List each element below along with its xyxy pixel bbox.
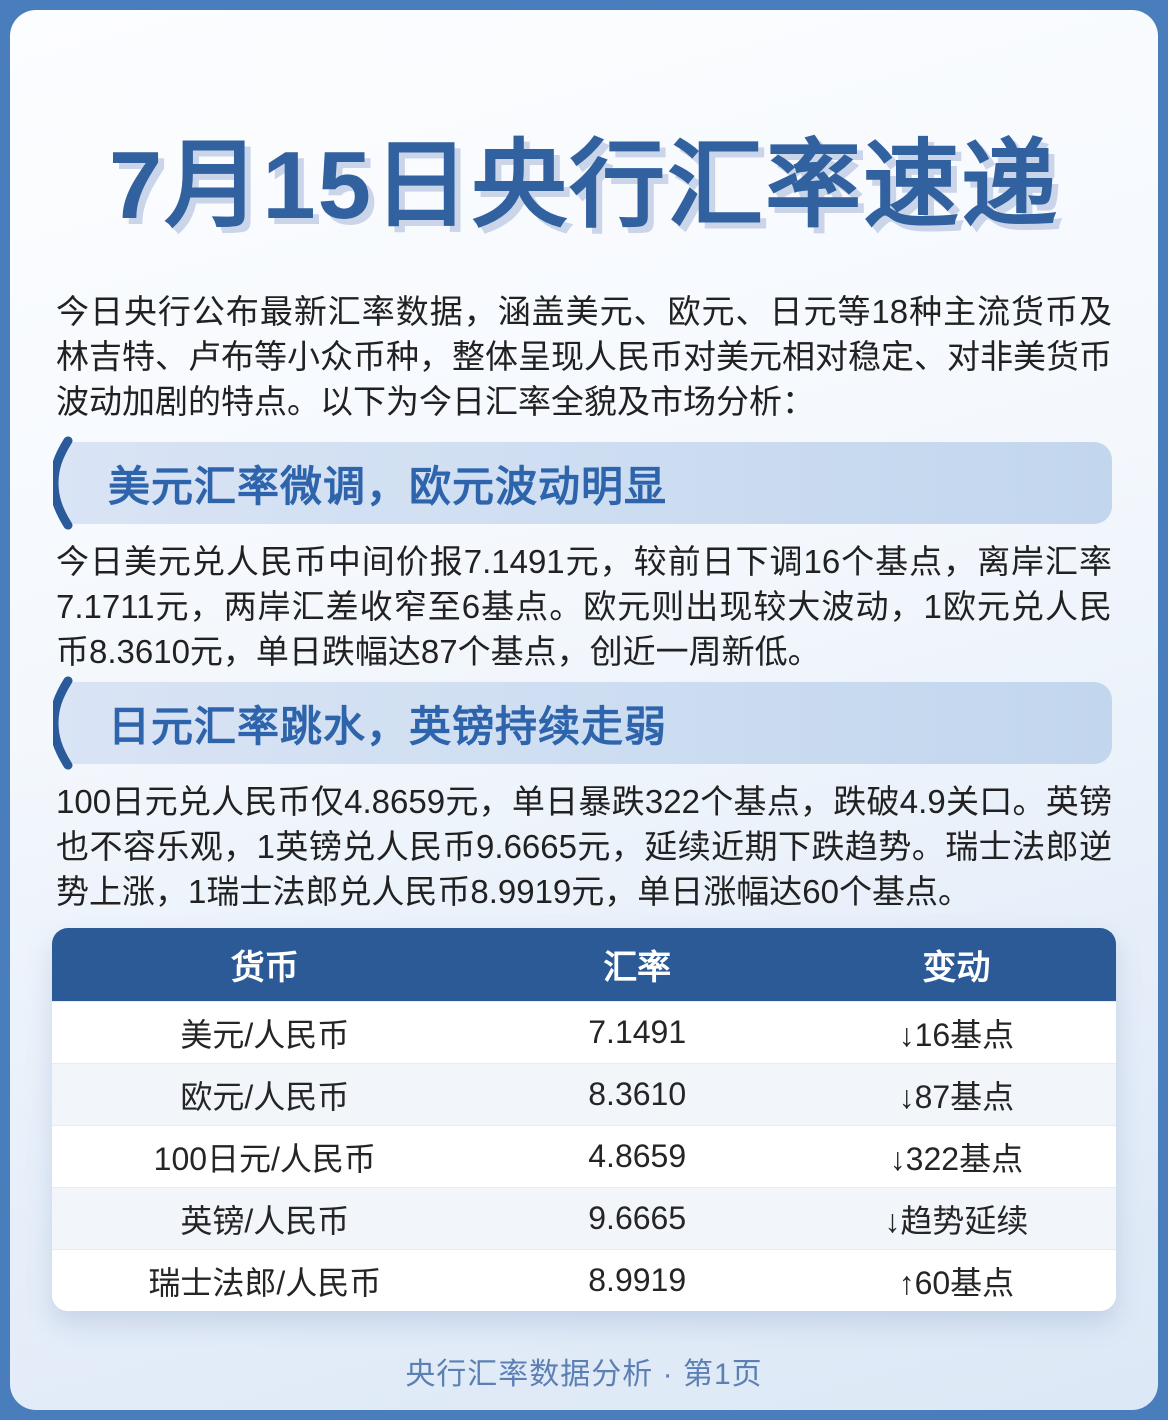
table-row: 美元/人民币 7.1491 ↓16基点: [52, 1001, 1116, 1064]
section-body-jpy-gbp: 100日元兑人民币仅4.8659元，单日暴跌322个基点，跌破4.9关口。英镑也…: [56, 783, 1112, 911]
currency-cell: 100日元/人民币: [153, 1140, 376, 1177]
section-body-usd-eur: 今日美元兑人民币中间价报7.1491元，较前日下调16个基点，离岸汇率7.171…: [56, 543, 1112, 671]
column-header-currency: 货币: [230, 949, 299, 988]
change-cell: ↓322基点: [889, 1140, 1024, 1177]
table-row: 欧元/人民币 8.3610 ↓87基点: [52, 1063, 1116, 1126]
change-cell: ↓趋势延续: [884, 1202, 1029, 1239]
rate-cell: 8.9919: [588, 1262, 687, 1299]
change-cell: ↓87基点: [898, 1078, 1015, 1115]
table-row: 100日元/人民币 4.8659 ↓322基点: [52, 1125, 1116, 1188]
column-header-rate: 汇率: [603, 949, 672, 988]
change-cell: ↓16基点: [898, 1016, 1015, 1053]
section-heading-text: 美元汇率微调，欧元波动明显: [108, 462, 668, 510]
exchange-rate-table: 货币 汇率 变动 美元/人民币 7.1491 ↓16基点 欧元/人民币 8.36…: [52, 928, 1116, 1312]
section-accent-bracket-icon: [53, 676, 73, 770]
rate-bulletin-card: 7月15日央行汇率速递 今日央行公布最新汇率数据，涵盖美元、欧元、日元等18种主…: [10, 10, 1158, 1410]
rate-cell: 9.6665: [588, 1200, 687, 1237]
rate-cell: 7.1491: [588, 1014, 687, 1051]
intro-paragraph: 今日央行公布最新汇率数据，涵盖美元、欧元、日元等18种主流货币及林吉特、卢布等小…: [56, 293, 1112, 421]
section-heading-jpy-gbp: 日元汇率跳水，英镑持续走弱: [53, 676, 1112, 770]
table-header-row: 货币 汇率 变动: [52, 928, 1116, 1002]
table-row: 英镑/人民币 9.6665 ↓趋势延续: [52, 1187, 1116, 1250]
currency-cell: 美元/人民币: [180, 1016, 350, 1053]
page-footer: 央行汇率数据分析 · 第1页: [405, 1358, 763, 1392]
rate-cell: 8.3610: [588, 1076, 687, 1113]
section-heading-usd-eur: 美元汇率微调，欧元波动明显: [53, 436, 1112, 530]
currency-cell: 英镑/人民币: [180, 1202, 350, 1239]
change-cell: ↑60基点: [898, 1264, 1015, 1301]
currency-cell: 欧元/人民币: [180, 1078, 350, 1115]
table-row: 瑞士法郎/人民币 8.9919 ↑60基点: [52, 1249, 1116, 1312]
page-title: 7月15日央行汇率速递: [108, 132, 1060, 239]
currency-cell: 瑞士法郎/人民币: [148, 1264, 382, 1301]
section-heading-text: 日元汇率跳水，英镑持续走弱: [108, 702, 668, 750]
rate-cell: 4.8659: [588, 1138, 687, 1175]
section-accent-bracket-icon: [53, 436, 73, 530]
column-header-change: 变动: [922, 949, 991, 988]
